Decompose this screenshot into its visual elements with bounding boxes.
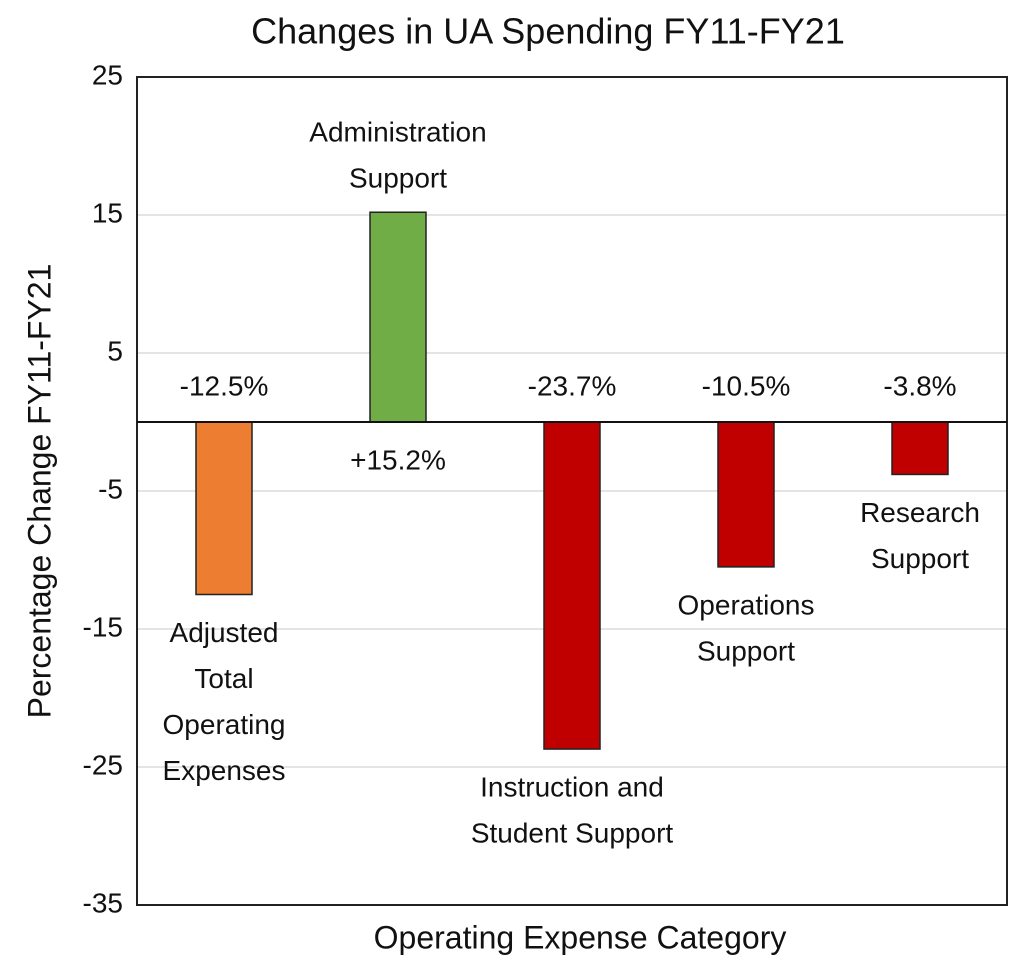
- plot-frame: [136, 76, 1008, 906]
- y-tick-label: 15: [92, 197, 123, 228]
- y-axis-title: Percentage Change FY11-FY21: [21, 264, 57, 719]
- y-tick-label: -35: [83, 887, 123, 918]
- y-tick-label: 25: [92, 59, 123, 90]
- value-label: +15.2%: [350, 444, 446, 475]
- x-axis-title: Operating Expense Category: [374, 919, 787, 955]
- category-label: Student Support: [471, 817, 674, 848]
- value-label: -3.8%: [883, 370, 956, 401]
- bar: [891, 421, 949, 476]
- category-label: Adjusted: [170, 617, 279, 648]
- value-label: -10.5%: [702, 370, 791, 401]
- y-tick-label: -25: [83, 749, 123, 780]
- category-label: Operations: [678, 589, 815, 620]
- category-label: Total: [194, 663, 253, 694]
- category-label: Support: [697, 635, 795, 666]
- category-label: Operating: [163, 709, 286, 740]
- bar: [195, 421, 253, 596]
- y-tick-label: 5: [107, 335, 123, 366]
- category-label: Expenses: [163, 755, 286, 786]
- bar: [369, 211, 427, 423]
- bar: [543, 421, 601, 750]
- chart-title: Changes in UA Spending FY11-FY21: [251, 11, 845, 52]
- y-tick-label: -5: [98, 473, 123, 504]
- category-label: Research: [860, 497, 980, 528]
- y-tick-label: -15: [83, 611, 123, 642]
- category-label: Instruction and: [480, 771, 664, 802]
- value-label: -23.7%: [528, 370, 617, 401]
- category-label: Support: [871, 543, 969, 574]
- bar: [717, 421, 775, 568]
- category-label: Support: [349, 163, 447, 194]
- value-label: -12.5%: [180, 370, 269, 401]
- category-label: Administration: [309, 117, 486, 148]
